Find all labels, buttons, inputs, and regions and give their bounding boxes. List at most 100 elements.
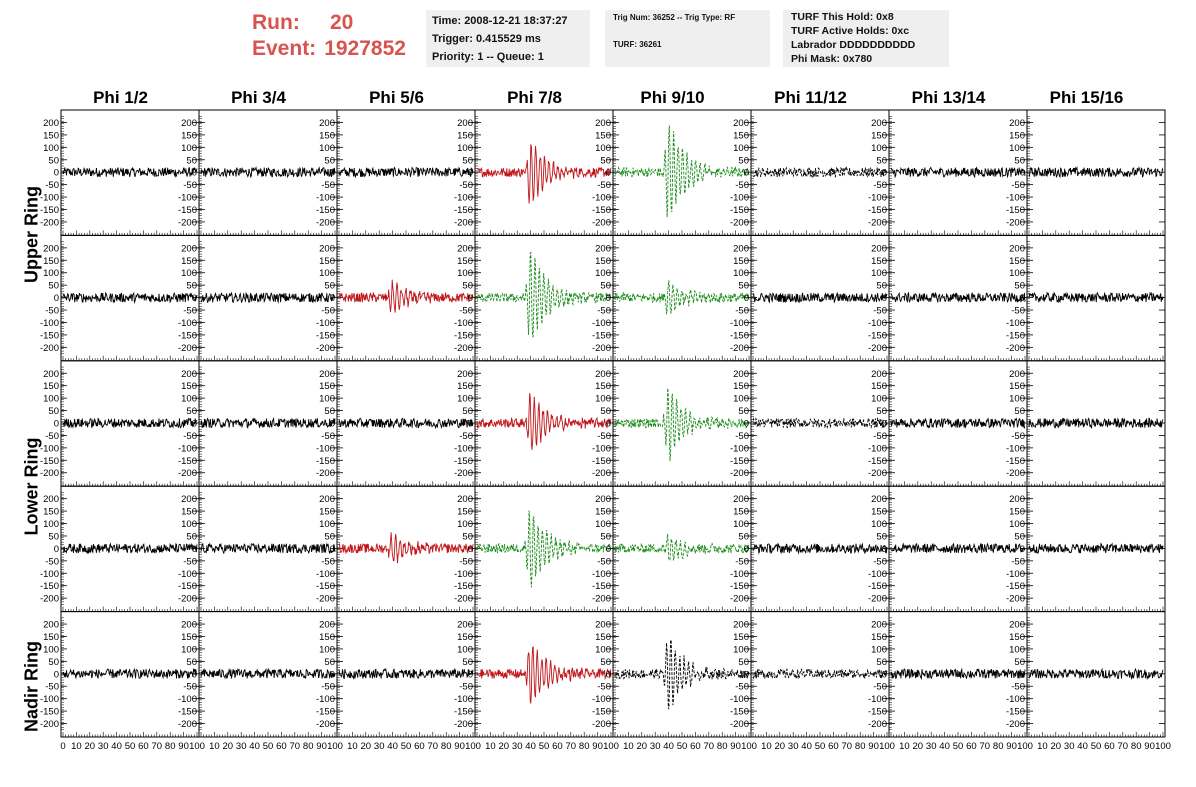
y-tick-label: 50 [738,281,749,292]
y-tick-label: -50 [1011,682,1025,693]
y-tick-label: -200 [868,468,887,479]
y-tick-label: -50 [873,180,887,191]
y-tick-label: -150 [868,707,887,718]
y-tick-label: 100 [457,268,473,279]
y-tick-label: 150 [595,381,611,392]
y-tick-label: 100 [181,519,197,530]
y-tick-label: 0 [192,419,197,430]
y-tick-label: -200 [730,343,749,354]
y-tick-label: 50 [876,406,887,417]
y-tick-label: 0 [192,168,197,179]
y-tick-label: 150 [43,507,59,518]
y-tick-label: 200 [1009,494,1025,505]
y-tick-label: -200 [454,343,473,354]
y-tick-label: 150 [1009,130,1025,141]
waveform-trace [753,418,887,427]
waveform-trace [201,544,335,553]
y-tick-label: -150 [592,330,611,341]
y-tick-label: 0 [744,544,749,555]
y-tick-label: 100 [871,143,887,154]
y-tick-label: -200 [178,217,197,228]
y-tick-label: 200 [871,369,887,380]
y-tick-label: -100 [40,193,59,204]
y-tick-label: 100 [1009,519,1025,530]
waveform-trace [891,293,1025,302]
y-tick-label: -50 [1011,431,1025,442]
y-tick-label: -200 [868,343,887,354]
waveform-trace [1029,293,1163,302]
y-tick-label: 0 [882,419,887,430]
y-tick-label: 200 [43,620,59,631]
y-tick-label: 200 [457,118,473,129]
y-tick-label: 50 [1014,281,1025,292]
y-tick-label: 50 [462,531,473,542]
y-tick-label: 50 [48,657,59,668]
y-tick-label: -150 [1006,205,1025,216]
y-tick-label: -200 [316,217,335,228]
y-tick-label: 50 [186,155,197,166]
y-tick-label: 100 [595,644,611,655]
y-tick-label: 100 [871,644,887,655]
y-tick-label: 50 [186,281,197,292]
y-tick-label: -150 [592,456,611,467]
y-tick-label: -150 [730,330,749,341]
y-tick-label: -200 [178,343,197,354]
y-tick-label: 150 [1009,381,1025,392]
y-tick-label: -150 [40,707,59,718]
y-tick-label: -100 [868,193,887,204]
y-tick-label: -150 [868,456,887,467]
y-tick-label: 50 [462,657,473,668]
y-tick-label: -50 [321,306,335,317]
y-tick-label: 50 [876,155,887,166]
y-tick-label: 50 [600,406,611,417]
y-tick-label: 0 [1020,544,1025,555]
y-tick-label: 50 [876,657,887,668]
y-tick-label: 150 [733,256,749,267]
y-tick-label: 50 [48,281,59,292]
y-tick-label: 200 [319,118,335,129]
y-tick-label: -150 [178,707,197,718]
y-tick-label: -50 [1011,180,1025,191]
y-tick-label: 100 [319,519,335,530]
y-tick-label: 100 [457,394,473,405]
y-tick-label: -100 [1006,318,1025,329]
waveform-trace [1029,544,1163,553]
y-tick-label: 50 [1014,531,1025,542]
y-tick-label: -200 [730,719,749,730]
y-tick-label: -50 [459,306,473,317]
y-tick-label: 100 [43,268,59,279]
y-tick-label: -50 [873,431,887,442]
y-tick-label: 0 [606,669,611,680]
waveform-trace [201,418,335,427]
waveform-trace [615,640,749,709]
y-tick-label: 200 [457,369,473,380]
y-tick-label: 200 [733,243,749,254]
y-tick-label: -200 [1006,468,1025,479]
y-tick-label: 150 [457,507,473,518]
y-tick-label: 200 [733,620,749,631]
y-tick-label: 100 [1009,143,1025,154]
y-tick-label: 150 [457,256,473,267]
y-tick-label: -50 [183,682,197,693]
y-tick-label: -50 [735,431,749,442]
y-tick-label: -150 [178,456,197,467]
y-tick-label: 200 [733,369,749,380]
y-tick-label: 100 [595,143,611,154]
y-tick-label: -50 [45,180,59,191]
waveform-trace [339,532,473,563]
y-tick-label: 0 [744,293,749,304]
y-tick-label: -50 [459,556,473,567]
y-tick-label: 100 [733,268,749,279]
y-tick-label: -50 [735,180,749,191]
y-tick-label: 0 [192,293,197,304]
y-tick-label: 200 [457,243,473,254]
y-tick-label: -50 [183,556,197,567]
y-tick-label: -150 [730,707,749,718]
waveform-trace [615,388,749,461]
waveform-trace [891,418,1025,427]
y-tick-label: 150 [457,381,473,392]
y-tick-label: -100 [40,318,59,329]
waveform-trace [477,393,611,450]
y-tick-label: 200 [181,118,197,129]
y-tick-label: 0 [54,168,59,179]
